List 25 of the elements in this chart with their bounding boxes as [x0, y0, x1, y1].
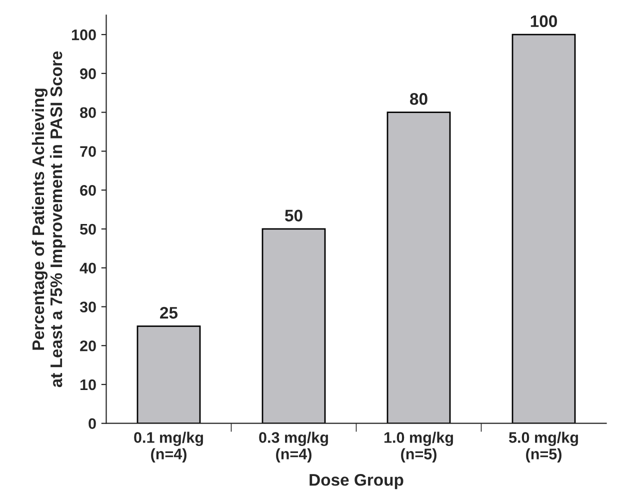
data-label: 50 — [284, 210, 302, 222]
y-tick-label: 0 — [88, 418, 96, 430]
x-tick-label: 0.1 mg/kg (n=4) — [134, 432, 203, 462]
bar — [262, 228, 326, 424]
y-tick-label: 20 — [80, 340, 96, 352]
data-label: 25 — [160, 306, 178, 319]
y-tick-label: 40 — [80, 262, 96, 274]
data-label: 100 — [530, 15, 557, 28]
y-tick-label: 90 — [80, 68, 96, 80]
x-tick-label: 5.0 mg/kg (n=5) — [508, 432, 578, 462]
x-axis-title: Dose Group — [310, 474, 404, 490]
y-tick-label: 10 — [80, 379, 96, 390]
x-tick-label: 1.0 mg/kg (n=5) — [384, 432, 453, 462]
y-tick-label: 70 — [80, 146, 96, 157]
y-tick-label: 50 — [80, 224, 96, 235]
x-tick-label: 0.3 mg/kg (n=4) — [259, 432, 328, 462]
y-tick-label: 100 — [72, 29, 96, 40]
y-tick-label: 60 — [80, 184, 96, 196]
y-axis-title: Percentage of Patients Achieving at Least a 75% Improvement in PASI Score — [32, 51, 66, 388]
bar — [386, 112, 451, 424]
bar — [136, 325, 201, 424]
bar — [512, 34, 576, 424]
y-tick-label: 30 — [80, 302, 96, 312]
y-tick-label: 80 — [80, 107, 96, 118]
data-label: 80 — [410, 93, 428, 105]
